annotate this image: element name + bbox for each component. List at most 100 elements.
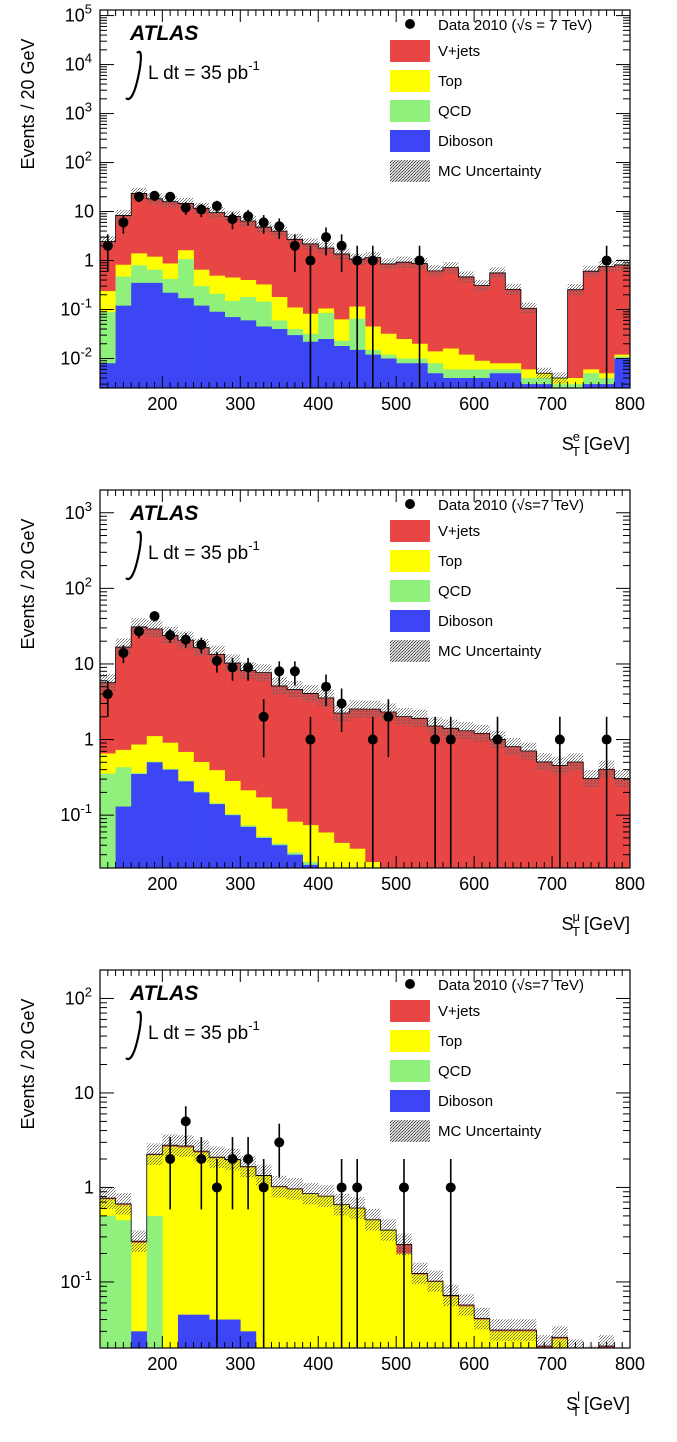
x-tick-label: 400 (303, 1354, 333, 1374)
bar-diboson (146, 282, 163, 388)
data-point (336, 1182, 347, 1193)
bar-vjets (411, 718, 428, 868)
bar-diboson (177, 1314, 194, 1348)
legend-data-marker (405, 499, 415, 509)
legend-swatch (390, 1090, 430, 1112)
bar-diboson (162, 292, 179, 388)
data-point (352, 255, 363, 266)
data-point (305, 734, 316, 745)
y-tick-label: 1 (84, 1177, 94, 1197)
y-axis-label: Events / 20 GeV (18, 998, 38, 1129)
data-point (196, 1154, 207, 1164)
bar-qcd (100, 773, 116, 868)
data-point (149, 190, 160, 201)
x-tick-label: 600 (459, 874, 489, 894)
bar-vjets (583, 271, 600, 388)
legend-swatch (390, 520, 430, 542)
bar-diboson (131, 1331, 148, 1348)
data-point (258, 711, 269, 722)
bar-vjets (583, 778, 600, 868)
bar-top (224, 1160, 241, 1348)
legend-item-label: V+jets (438, 43, 480, 60)
mc-uncertainty-band (536, 1335, 553, 1348)
bar-diboson (224, 815, 241, 868)
y-tick-label: 102 (65, 574, 92, 598)
bar-qcd (318, 870, 334, 873)
legend-item-label: V+jets (438, 1003, 480, 1020)
bar-top (318, 832, 335, 868)
data-point (165, 1154, 176, 1164)
y-tick-label: 103 (65, 499, 92, 523)
bar-vjets (318, 697, 335, 868)
legend-swatch (390, 100, 430, 122)
legend-swatch (390, 130, 430, 152)
bar-top (427, 1281, 444, 1348)
x-tick-label: 600 (459, 1354, 489, 1374)
legend-swatch (390, 610, 430, 632)
bar-vjets (568, 1350, 584, 1353)
y-tick-label: 102 (65, 149, 92, 173)
data-point (430, 734, 441, 745)
lumi-label: L dt = 35 pb-1 (148, 1018, 260, 1044)
x-tick-label: 300 (225, 874, 255, 894)
bar-top (458, 1306, 475, 1348)
data-point (165, 191, 176, 202)
x-tick-label: 400 (303, 874, 333, 894)
legend-item-label: Top (438, 1033, 462, 1050)
legend-item-label: MC Uncertainty (438, 1123, 542, 1140)
data-point (414, 255, 425, 266)
legend-data-marker (405, 979, 415, 989)
legend-swatch (390, 640, 430, 662)
x-tick-label: 700 (537, 874, 567, 894)
data-point (321, 681, 332, 692)
x-tick-label: 300 (225, 1354, 255, 1374)
y-tick-label: 10-1 (60, 296, 92, 320)
legend-swatch (390, 1000, 430, 1022)
x-tick-label: 800 (615, 1354, 645, 1374)
bar-top (177, 1147, 194, 1348)
y-axis-label: Events / 20 GeV (18, 38, 38, 169)
data-point (227, 1154, 238, 1164)
data-point (118, 217, 129, 228)
data-point (492, 734, 503, 745)
legend-swatch (390, 1060, 430, 1082)
bar-diboson (224, 1319, 241, 1348)
data-point (321, 232, 332, 243)
bar-diboson (255, 837, 272, 868)
data-point (258, 217, 269, 228)
x-tick-label: 300 (225, 394, 255, 414)
legend: Data 2010 (√s=7 TeV) V+jets Top QCD Diboson M… (390, 977, 584, 1142)
x-tick-label: 200 (147, 1354, 177, 1374)
bar-top (599, 1348, 615, 1353)
mc-uncertainty-band (598, 1335, 615, 1348)
y-tick-label: 1 (84, 251, 94, 271)
bar-diboson (177, 298, 194, 388)
bar-diboson (177, 781, 194, 868)
bar-diboson (131, 774, 148, 868)
legend-data-label: Data 2010 (√s=7 TeV) (438, 497, 584, 514)
bar-top (240, 1167, 257, 1348)
bar-diboson (193, 305, 210, 388)
x-tick-label: 500 (381, 874, 411, 894)
x-tick-label: 800 (615, 874, 645, 894)
data-point (227, 214, 238, 225)
bar-diboson (131, 282, 148, 388)
data-point (180, 202, 191, 213)
bar-diboson (380, 358, 397, 388)
data-point (102, 240, 113, 251)
x-axis-label: Sl T [GeV] (566, 1389, 630, 1419)
y-tick-label: 10-2 (60, 345, 92, 369)
bar-top (365, 1220, 381, 1348)
plot-area (100, 611, 630, 873)
bar-top (302, 1194, 319, 1348)
integral-sign-icon (125, 50, 142, 101)
bar-vjets (396, 716, 413, 868)
data-point (243, 211, 254, 222)
y-tick-label: 10-1 (60, 1268, 92, 1292)
lumi-label: L dt = 35 pb-1 (148, 538, 260, 564)
data-point (274, 221, 285, 232)
legend-swatch (390, 1120, 430, 1142)
data-point (445, 734, 456, 745)
bar-diboson (489, 373, 506, 388)
